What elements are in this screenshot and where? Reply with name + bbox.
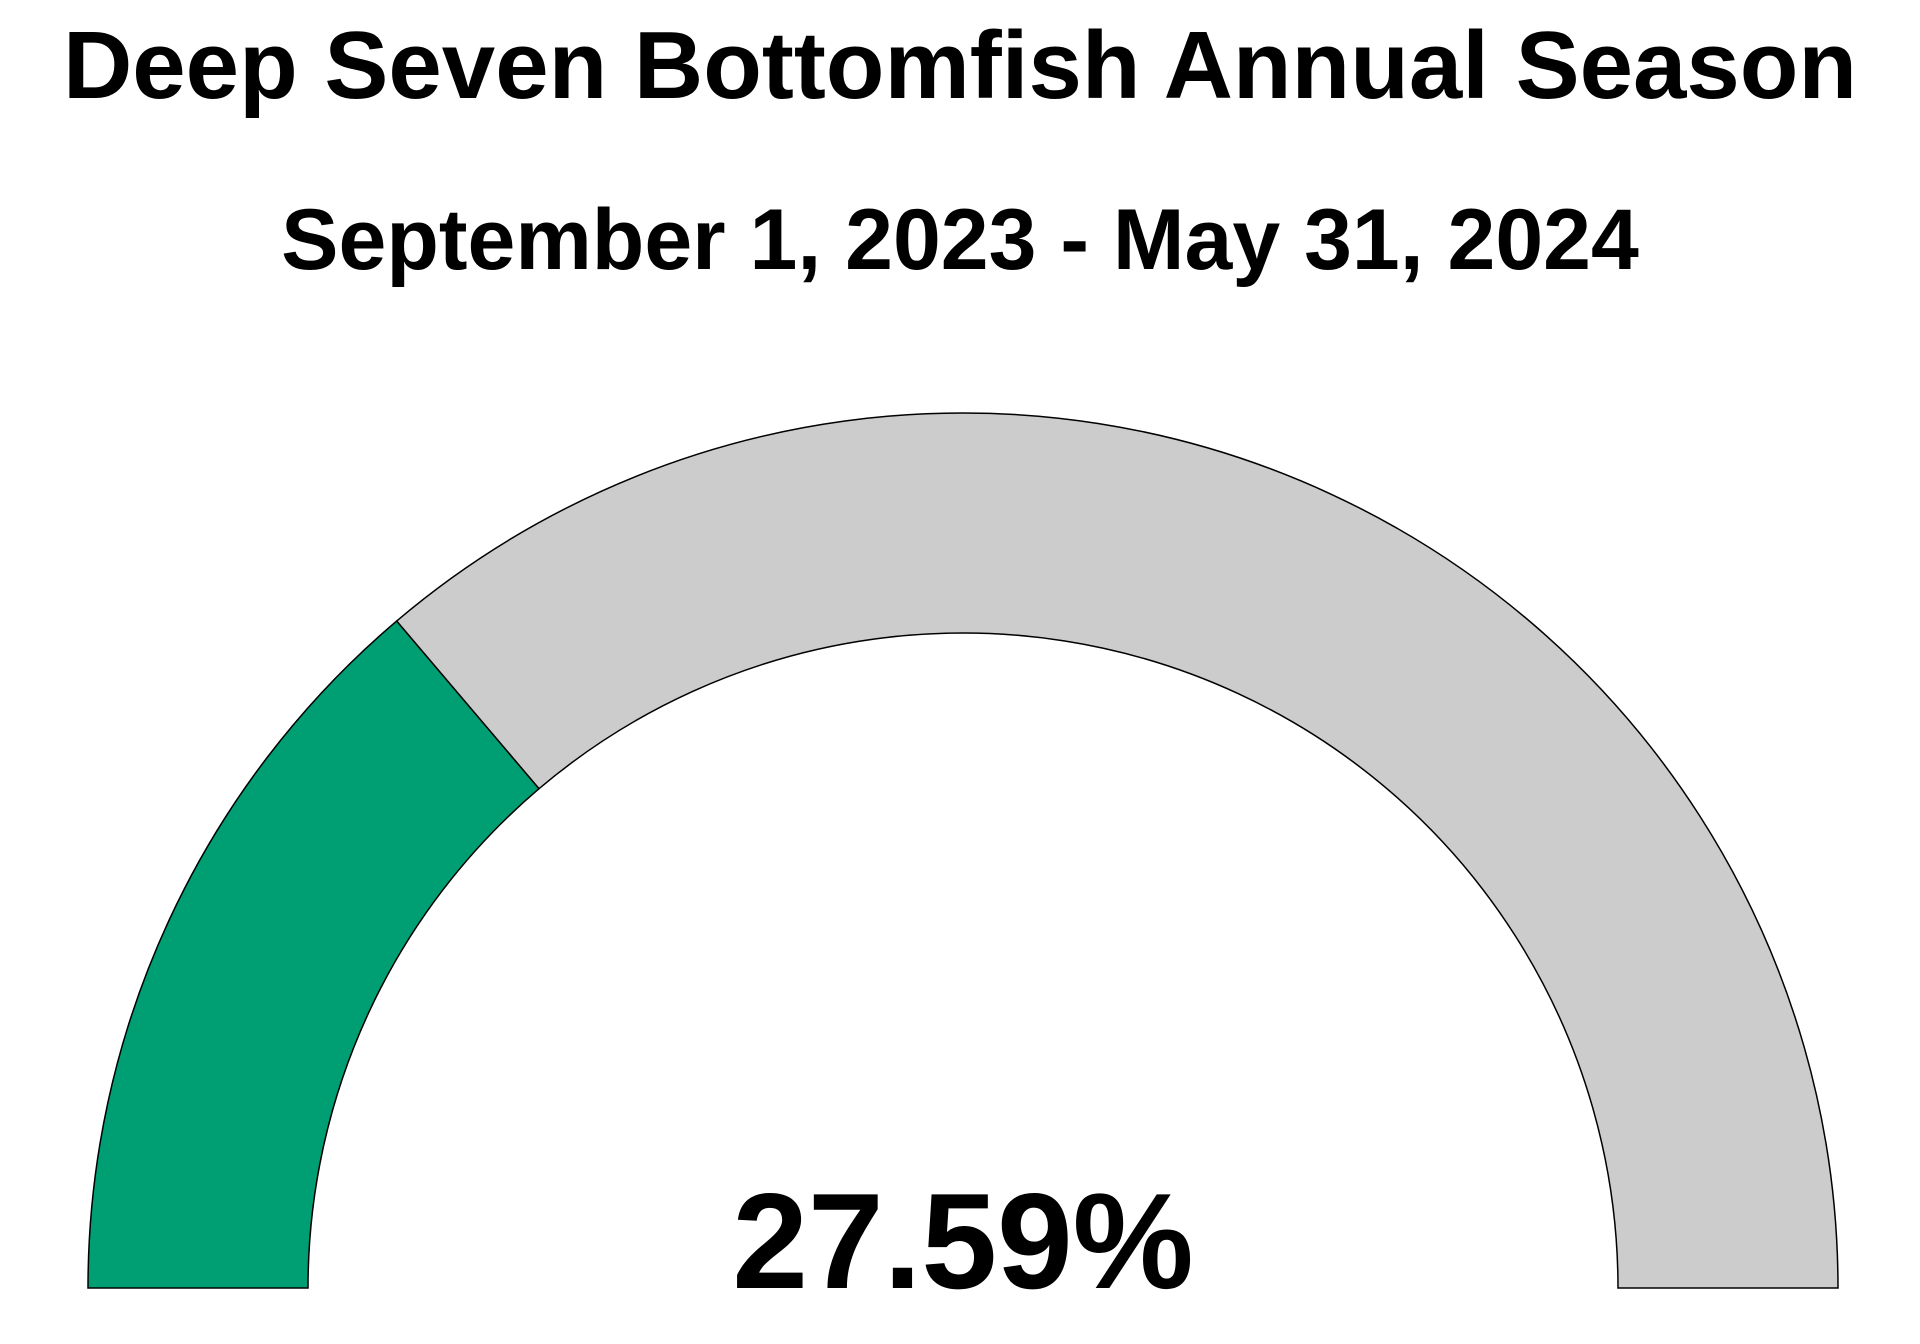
gauge-fill [87,619,541,1289]
chart-subtitle: September 1, 2023 - May 31, 2024 [281,192,1639,288]
chart-title: Deep Seven Bottomfish Annual Season [62,12,1858,119]
gauge-value-label: 27.59% [732,1165,1193,1317]
gauge-track [395,412,1839,1289]
